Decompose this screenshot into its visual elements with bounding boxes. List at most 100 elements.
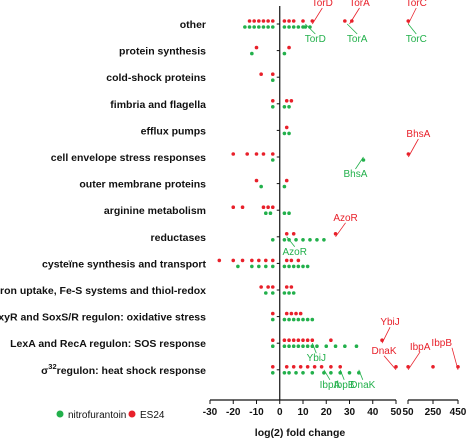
category-label: reductases [151, 232, 207, 244]
annotation-label: IbpA [410, 342, 431, 353]
nitrofurantoin-point [287, 105, 291, 109]
nitrofurantoin-point [287, 131, 291, 136]
category-label: arginine metabolism [104, 205, 206, 217]
annotation-leader [407, 7, 417, 25]
es24-point [289, 311, 294, 316]
es24-point [247, 19, 252, 23]
nitrofurantoin-point [287, 25, 291, 29]
category-labels: other protein synthesis cold-shock protein… [0, 19, 206, 377]
es24-point [259, 285, 263, 289]
x-tick-label: 30 [344, 407, 356, 418]
es24-point [294, 311, 298, 316]
x-tick-label: 250 [425, 407, 442, 418]
annotations: TorD TorA TorC TorD TorA TorC BhsA BhsA AzoR AzoR… [282, 0, 459, 391]
annotation-leader [335, 222, 346, 238]
es24-point [231, 205, 236, 209]
nitrofurantoin-point [310, 371, 315, 375]
es24-point [270, 72, 275, 76]
nitrofurantoin-point [287, 371, 291, 375]
es24-point [287, 19, 291, 23]
annotation-label: BhsA [406, 129, 430, 140]
annotation-label: TorD [312, 0, 333, 9]
x-axis-ticks: -30 -20 -10 0 10 20 30 40 50 50 250 450 [203, 400, 467, 418]
nitrofurantoin-point [301, 371, 305, 375]
sigma-prefix: σ [41, 365, 48, 377]
es24-point [217, 258, 222, 263]
es24-point [284, 99, 289, 103]
nitrofurantoin-point [305, 317, 310, 322]
plot-axes [210, 6, 458, 401]
nitrofurantoin-point [257, 25, 261, 29]
nitrofurantoin-point [291, 25, 296, 29]
es24-point [301, 338, 305, 343]
es24-point [266, 205, 270, 209]
annotation-label: TorC [406, 0, 427, 9]
es24-point [252, 19, 256, 23]
es24-point [282, 19, 287, 23]
annotation-label: BhsA [343, 169, 367, 180]
es24-point [270, 205, 275, 209]
annotation-leader [408, 138, 419, 158]
es24-point [298, 311, 303, 316]
nitrofurantoin-point [301, 344, 305, 349]
nitrofurantoin-point [282, 211, 287, 215]
es24-point [284, 178, 289, 183]
annotation-leader [383, 355, 397, 371]
annotation-leader [451, 347, 459, 370]
annotation-label: IbpB [431, 338, 452, 349]
es24-point [338, 365, 343, 369]
nitrofurantoin-point [261, 25, 266, 29]
es24-point [284, 258, 289, 263]
x-tick-label: 50 [390, 407, 402, 418]
nitrofurantoin-point [305, 264, 310, 269]
es24-point [231, 152, 236, 156]
nitrofurantoin-point [347, 371, 352, 375]
nitrofurantoin-point [361, 158, 366, 162]
nitrofurantoin-point [296, 317, 301, 322]
nitrofurantoin-point [282, 344, 287, 349]
es24-point [270, 311, 275, 316]
category-label: protein synthesis [119, 46, 206, 58]
nitrofurantoin-point [324, 344, 329, 349]
es24-point [305, 365, 310, 369]
es24-point [329, 365, 333, 369]
nitrofurantoin-point [287, 291, 291, 295]
x-tick-label: 10 [297, 407, 309, 418]
nitrofurantoin-point [301, 264, 305, 269]
legend: nitrofurantoin ES24 [56, 410, 165, 421]
category-label: cell envelope stress responses [51, 152, 206, 164]
es24-point [406, 365, 410, 369]
annotation-label: TorD [305, 34, 326, 45]
nitrofurantoin-point [296, 344, 301, 349]
category-label: outer membrane proteins [79, 179, 206, 191]
x-tick-label: 20 [321, 407, 333, 418]
annotation-label: YbiJ [307, 353, 326, 364]
x-tick-label: 450 [450, 407, 467, 418]
annotation-label: TorA [347, 34, 368, 45]
annotation-label: TorC [406, 34, 427, 45]
nitrofurantoin-point [257, 264, 261, 269]
annotation-label: YbiJ [380, 317, 399, 328]
nitrofurantoin-point [282, 371, 287, 375]
annotation-leader [349, 7, 360, 25]
es24-point [266, 285, 270, 289]
nitrofurantoin-point [270, 317, 275, 322]
nitrofurantoin-point [287, 344, 291, 349]
es24-point [257, 258, 261, 263]
es24-point [270, 99, 275, 103]
es24-point [287, 338, 291, 343]
nitrofurantoin-point [243, 25, 247, 29]
nitrofurantoin-point [270, 371, 275, 375]
category-label: cold-shock proteins [106, 72, 206, 84]
annotation-leader [323, 369, 331, 381]
nitrofurantoin-point [264, 291, 268, 295]
annotation-leader [339, 369, 345, 380]
es24-point [284, 125, 289, 130]
annotation-label: AzoR [282, 247, 306, 258]
annotation-leader [346, 23, 358, 35]
annotation-leader [311, 343, 317, 354]
es24-point [296, 258, 301, 263]
annotation-leader [381, 327, 391, 344]
category-label: iron uptake, Fe-S systems and thiol-redo… [0, 285, 206, 297]
